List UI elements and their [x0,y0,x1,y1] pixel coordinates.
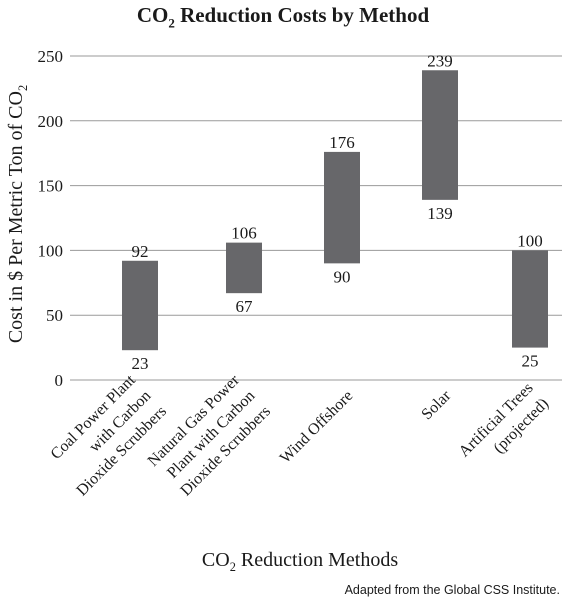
y-tick-label: 250 [38,47,64,66]
x-category-label: Natural Gas PowerPlant with CarbonDioxid… [145,371,275,501]
y-tick-label: 100 [38,241,64,260]
data-label-high: 239 [427,51,453,70]
y-tick-label: 0 [55,371,64,390]
range-bar [226,242,262,294]
data-label-low: 25 [522,352,539,371]
chart-title: CO2 Reduction Costs by Method [137,3,430,30]
y-axis-label: Cost in $ Per Metric Ton of CO2 [5,85,30,343]
x-category-label: Coal Power Plantwith CarbonDioxide Scrub… [42,371,170,499]
range-bar [324,151,360,264]
data-label-low: 67 [236,297,254,316]
range-bar [512,250,548,348]
data-label-high: 106 [231,224,257,243]
x-axis-categories: Coal Power Plantwith CarbonDioxide Scrub… [42,371,553,501]
range-bar [422,70,458,200]
data-label-low: 139 [427,204,453,223]
bars [122,70,548,351]
x-category-label: Wind Offshore [277,387,357,467]
x-category-label: Artificial Trees(projected) [456,380,552,476]
x-category-label: Solar [418,387,454,423]
source-note: Adapted from the Global CSS Institute. [345,583,560,597]
y-tick-label: 150 [38,177,64,196]
data-label-low: 90 [334,267,351,286]
y-tick-label: 200 [38,112,64,131]
data-labels: 92 23 106 67 176 90 239 139 100 25 [132,51,543,373]
data-label-low: 23 [132,354,149,373]
data-label-high: 100 [517,231,543,250]
y-tick-label: 50 [46,306,63,325]
y-axis-ticks: 0 50 100 150 200 250 [38,47,64,390]
data-label-high: 176 [329,133,355,152]
x-axis-label: CO2 Reduction Methods [202,549,398,574]
data-label-high: 92 [132,242,149,261]
range-bar [122,260,158,351]
